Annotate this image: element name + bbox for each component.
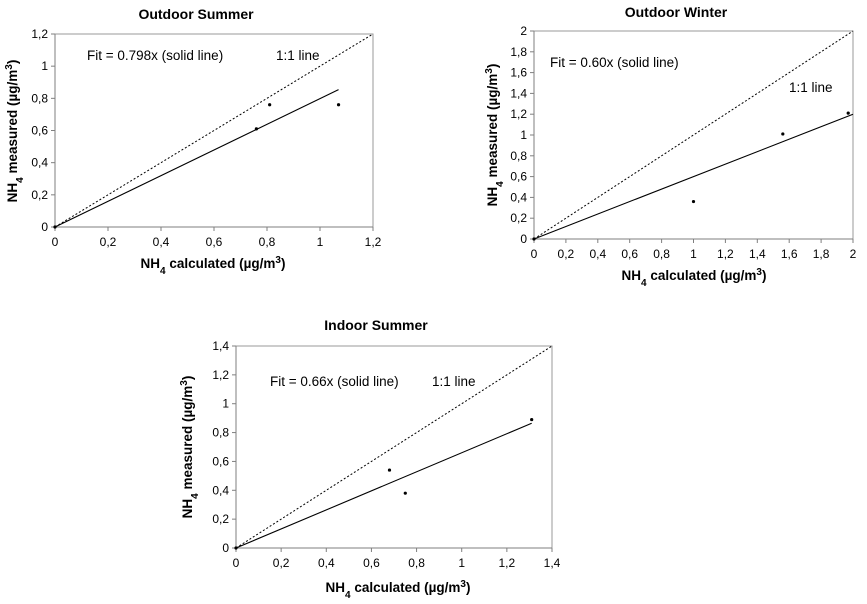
x-tick-label: 1,8 (813, 247, 830, 261)
y-tick-label: 0,4 (510, 190, 527, 204)
data-point (691, 199, 696, 204)
x-tick-label: 0,6 (363, 556, 380, 570)
x-tick-label: 0 (233, 556, 240, 570)
one-to-one-annotation: 1:1 line (789, 80, 833, 95)
y-tick-label: 0 (222, 541, 229, 555)
fit-line (235, 422, 532, 549)
data-point (268, 103, 272, 107)
x-tick-label: 1 (690, 247, 697, 261)
fit-line (54, 89, 339, 228)
x-tick-label: 1,4 (749, 247, 766, 261)
x-axis-label: NH4 calculated (µg/m3) (326, 579, 471, 601)
y-tick-label: 0 (41, 220, 48, 234)
chart-title: Indoor Summer (324, 317, 428, 333)
x-tick-label: 0,8 (259, 235, 276, 249)
x-tick-label: 1,2 (717, 247, 734, 261)
x-axis-label: NH4 calculated (µg/m3) (622, 267, 767, 289)
x-tick-label: 1,4 (544, 556, 561, 570)
y-tick-label: 1,2 (510, 107, 527, 121)
y-tick-label: 1,4 (212, 339, 229, 353)
y-tick-label: 0,6 (212, 454, 229, 468)
y-tick-label: 0,4 (212, 483, 229, 497)
x-tick-label: 2 (850, 247, 857, 261)
y-axis-label: NH4 measured (µg/m3) (179, 376, 201, 519)
y-axis-label: NH4 measured (µg/m3) (484, 64, 506, 207)
data-point (387, 468, 392, 472)
x-tick-label: 0,2 (558, 247, 575, 261)
fit-line (533, 113, 854, 240)
y-tick-label: 1,6 (510, 66, 527, 80)
data-point (781, 132, 785, 136)
y-tick-label: 1 (41, 59, 48, 73)
x-tick-label: 1,2 (499, 556, 516, 570)
x-tick-label: 0 (52, 235, 59, 249)
x-tick-label: 0,4 (318, 556, 335, 570)
y-tick-label: 0,8 (510, 149, 527, 163)
fit-annotation: Fit = 0.798x (solid line) (87, 48, 223, 63)
x-tick-label: 0,2 (273, 556, 290, 570)
y-tick-label: 0 (520, 232, 527, 246)
x-tick-label: 0,8 (653, 247, 670, 261)
data-point (254, 127, 258, 131)
data-point (234, 546, 238, 550)
y-tick-label: 2 (520, 24, 527, 38)
data-point (530, 417, 534, 422)
fit-annotation: Fit = 0.66x (solid line) (270, 374, 399, 389)
y-tick-label: 1,4 (510, 86, 527, 100)
fit-annotation: Fit = 0.60x (solid line) (550, 55, 679, 70)
x-tick-label: 0,8 (408, 556, 425, 570)
data-point (336, 103, 341, 107)
chart-title: Outdoor Summer (138, 6, 254, 22)
one-to-one-annotation: 1:1 line (432, 374, 476, 389)
x-tick-label: 0,4 (153, 235, 170, 249)
x-tick-label: 1,6 (781, 247, 798, 261)
x-tick-label: 1 (317, 235, 324, 249)
y-tick-label: 1 (222, 397, 229, 411)
y-tick-label: 1,2 (31, 27, 48, 41)
y-tick-label: 0,2 (31, 188, 48, 202)
x-tick-label: 0 (531, 247, 538, 261)
x-tick-label: 1,2 (365, 235, 382, 249)
data-point (846, 111, 850, 115)
y-tick-label: 0,8 (31, 91, 48, 105)
y-tick-label: 0,2 (212, 512, 229, 526)
x-axis-label: NH4 calculated (µg/m3) (141, 255, 286, 277)
x-tick-label: 0,4 (589, 247, 606, 261)
y-tick-label: 1,2 (212, 368, 229, 382)
y-tick-label: 1,8 (510, 45, 527, 59)
x-tick-label: 0,6 (621, 247, 638, 261)
one-to-one-line (235, 345, 553, 549)
chart-title: Outdoor Winter (625, 4, 728, 20)
y-tick-label: 1 (520, 128, 527, 142)
y-tick-label: 0,6 (31, 124, 48, 138)
one-to-one-line (533, 30, 854, 240)
one-to-one-annotation: 1:1 line (276, 48, 320, 63)
y-tick-label: 0,8 (212, 426, 229, 440)
data-point (53, 225, 57, 229)
y-axis-label: NH4 measured (µg/m3) (4, 60, 26, 203)
y-tick-label: 0,4 (31, 156, 48, 170)
x-tick-label: 0,6 (206, 235, 223, 249)
y-tick-label: 0,6 (510, 170, 527, 184)
x-tick-label: 1 (458, 556, 465, 570)
x-tick-label: 0,2 (100, 235, 117, 249)
one-to-one-line (54, 33, 374, 228)
y-tick-label: 0,2 (510, 211, 527, 225)
data-point (403, 491, 407, 495)
data-point (532, 237, 536, 241)
